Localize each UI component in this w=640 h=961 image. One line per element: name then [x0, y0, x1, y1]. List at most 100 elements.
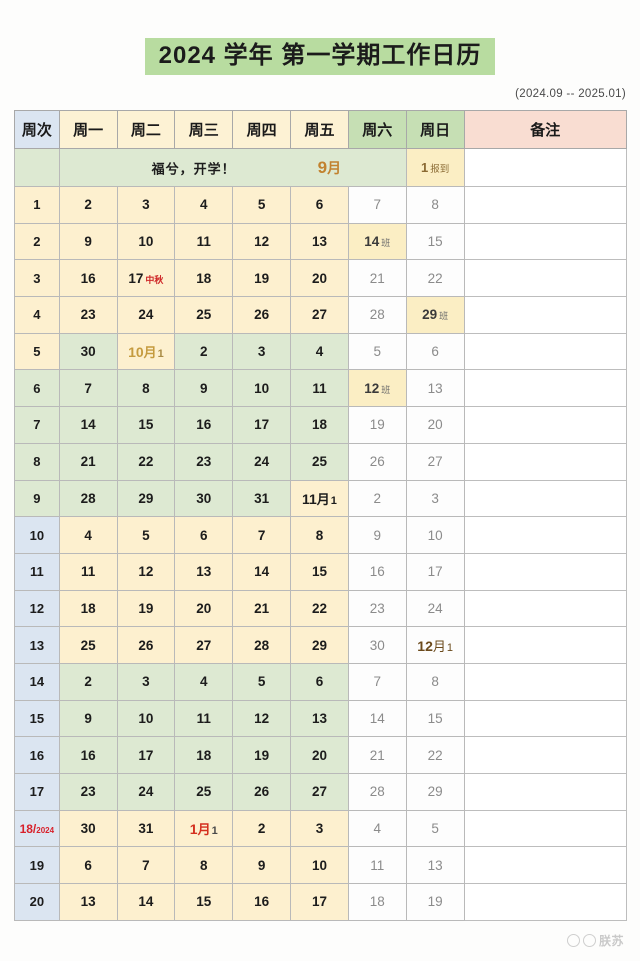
day-cell: 23 — [58, 296, 118, 334]
sunday-cell: 5 — [405, 809, 465, 848]
day-cell: 24 — [116, 773, 176, 811]
day-cell: 13 — [290, 699, 349, 738]
column-header-thursday: 周四 — [232, 110, 292, 149]
week-number-cell: 17 — [14, 773, 60, 811]
day-cell: 4 — [174, 662, 234, 701]
day-cell: 16 — [58, 259, 118, 298]
remark-cell[interactable] — [463, 809, 628, 848]
day-cell: 30 — [174, 479, 234, 518]
remark-cell[interactable] — [463, 516, 628, 554]
day-cell: 5 — [232, 186, 292, 224]
day-cell: 11 — [58, 552, 118, 591]
day-cell: 15 — [116, 406, 176, 444]
remark-cell[interactable] — [463, 259, 628, 298]
day-cell: 9 — [58, 699, 118, 738]
day-cell: 18 — [174, 259, 234, 298]
remark-cell[interactable] — [463, 626, 628, 664]
saturday-cell: 23 — [347, 589, 407, 628]
remark-cell[interactable] — [463, 369, 628, 408]
remark-cell[interactable] — [463, 479, 628, 518]
day-cell: 10 — [290, 846, 349, 885]
column-header-monday: 周一 — [58, 110, 118, 149]
day-cell: 9 — [232, 846, 292, 885]
remark-cell[interactable] — [463, 186, 628, 224]
day-cell: 1月1 — [174, 809, 234, 848]
remark-cell[interactable] — [463, 552, 628, 591]
day-cell: 16 — [174, 406, 234, 444]
day-cell: 26 — [116, 626, 176, 664]
remark-cell[interactable] — [463, 406, 628, 444]
column-header-tuesday: 周二 — [116, 110, 176, 149]
day-cell: 25 — [58, 626, 118, 664]
day-cell: 22 — [290, 589, 349, 628]
day-cell: 3 — [116, 186, 176, 224]
week-number-cell: 11 — [14, 552, 60, 591]
day-cell: 3 — [290, 809, 349, 848]
day-cell: 24 — [232, 442, 292, 481]
table-row: 4 23 24 25 26 27 28 29 班 — [14, 296, 628, 334]
column-header-wednesday: 周三 — [174, 110, 234, 149]
day-cell: 12 — [232, 222, 292, 261]
week-number-cell: 2 — [14, 222, 60, 261]
remark-cell[interactable] — [463, 148, 628, 187]
day-cell: 23 — [174, 442, 234, 481]
sunday-cell: 13 — [405, 369, 465, 408]
day-cell: 20 — [290, 736, 349, 774]
remark-cell[interactable] — [463, 736, 628, 774]
day-cell: 9 — [58, 222, 118, 261]
saturday-cell: 7 — [347, 662, 407, 701]
day-cell: 17 中秋 — [116, 259, 176, 298]
day-cell: 12 — [232, 699, 292, 738]
table-row: 17 23 24 25 26 27 28 29 — [14, 773, 628, 811]
day-cell: 26 — [232, 773, 292, 811]
date-range-subtitle: (2024.09 -- 2025.01) — [515, 88, 626, 100]
day-cell: 27 — [290, 773, 349, 811]
day-cell: 18 — [58, 589, 118, 628]
saturday-cell: 30 — [347, 626, 407, 664]
saturday-cell: 14 班 — [347, 222, 407, 261]
day-cell: 11 — [290, 369, 349, 408]
day-cell: 5 — [116, 516, 176, 554]
day-cell: 8 — [174, 846, 234, 885]
saturday-cell: 12 班 — [347, 369, 407, 408]
banner-message-cell: 福兮，开学！ 9月 — [58, 148, 407, 187]
day-cell: 19 — [232, 259, 292, 298]
day-cell: 14 — [58, 406, 118, 444]
day-cell: 4 — [58, 516, 118, 554]
day-cell: 28 — [58, 479, 118, 518]
remark-cell[interactable] — [463, 699, 628, 738]
day-cell: 11月1 — [290, 479, 349, 518]
banner-month-label: 9月 — [317, 157, 342, 177]
table-row: 2 9 10 11 12 13 14 班 15 — [14, 222, 628, 261]
remark-cell[interactable] — [463, 589, 628, 628]
sunday-cell: 29 班 — [405, 296, 465, 334]
sunday-cell: 27 — [405, 442, 465, 481]
day-cell: 2 — [174, 332, 234, 371]
table-row: 10 4 5 6 7 8 9 10 — [14, 516, 628, 554]
table-row: 6 7 8 9 10 11 12 班 13 — [14, 369, 628, 408]
sunday-cell: 22 — [405, 259, 465, 298]
remark-cell[interactable] — [463, 332, 628, 371]
day-cell: 16 — [58, 736, 118, 774]
day-cell: 13 — [58, 883, 118, 921]
watermark: 朕苏 — [566, 932, 624, 949]
table-row: 7 14 15 16 17 18 19 20 — [14, 406, 628, 444]
remark-cell[interactable] — [463, 222, 628, 261]
day-cell: 16 — [232, 883, 292, 921]
remark-cell[interactable] — [463, 296, 628, 334]
day-cell: 30 — [58, 809, 118, 848]
day-cell: 15 — [290, 552, 349, 591]
remark-cell[interactable] — [463, 442, 628, 481]
day-cell: 24 — [116, 296, 176, 334]
table-row: 16 16 17 18 19 20 21 22 — [14, 736, 628, 774]
table-body: 福兮，开学！ 9月 1 报到 1 2 3 4 5 6 7 8 2 9 10 11 12 13 14 班 15 3 16 17 中… — [14, 148, 628, 921]
table-row: 18/2024 30 31 1月1 2 3 4 5 — [14, 809, 628, 848]
remark-cell[interactable] — [463, 883, 628, 921]
day-cell: 17 — [232, 406, 292, 444]
day-cell: 10 — [232, 369, 292, 408]
remark-cell[interactable] — [463, 662, 628, 701]
remark-cell[interactable] — [463, 773, 628, 811]
remark-cell[interactable] — [463, 846, 628, 885]
column-header-saturday: 周六 — [347, 110, 407, 149]
